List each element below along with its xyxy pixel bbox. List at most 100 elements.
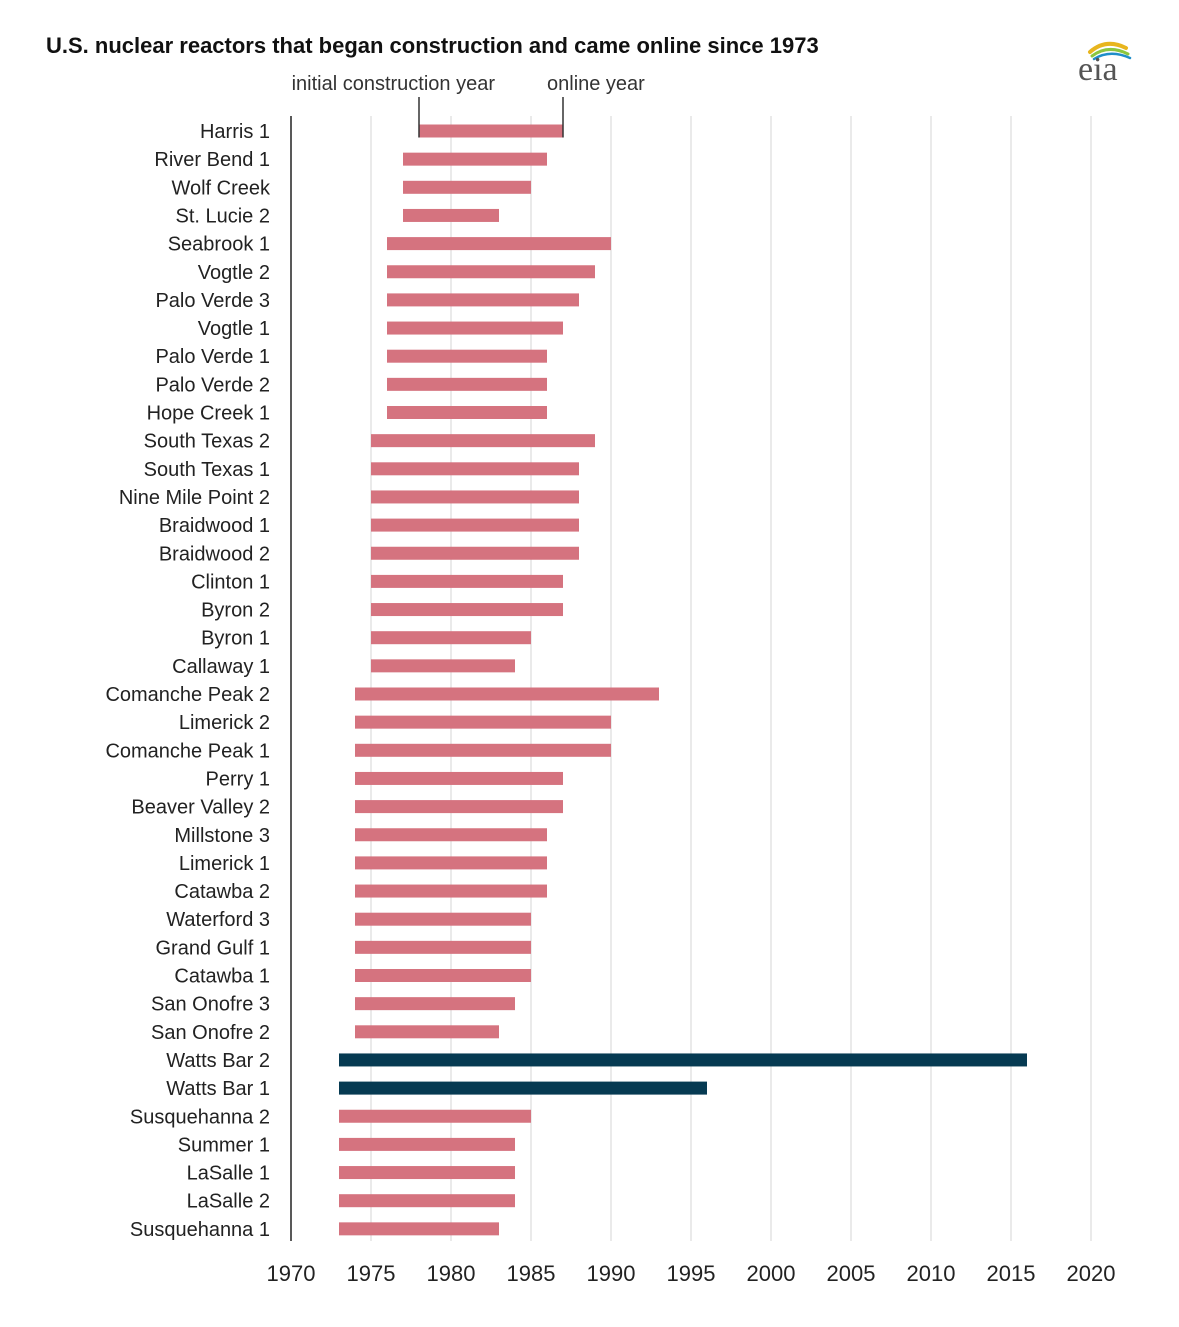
category-label-beaver-valley-2: Beaver Valley 2 [131, 797, 270, 819]
x-tick-2000: 2000 [747, 1261, 796, 1286]
x-tick-1980: 1980 [427, 1261, 476, 1286]
category-label-south-texas-1: South Texas 1 [144, 459, 270, 481]
bar-catawba-1 [355, 969, 531, 982]
category-label-braidwood-1: Braidwood 1 [159, 515, 270, 537]
bar-river-bend-1 [403, 152, 547, 166]
category-label-st-lucie-2: St. Lucie 2 [175, 205, 270, 227]
category-label-watts-bar-1: Watts Bar 1 [166, 1078, 270, 1100]
bar-perry-1 [355, 771, 563, 785]
category-label-catawba-2: Catawba 2 [174, 881, 270, 903]
x-tick-2015: 2015 [987, 1261, 1036, 1286]
bar-palo-verde-2 [387, 377, 547, 391]
category-label-byron-1: Byron 1 [201, 628, 270, 650]
bar-lasalle-1 [339, 1166, 515, 1180]
category-label-limerick-2: Limerick 2 [179, 712, 270, 734]
category-label-susquehanna-1: Susquehanna 1 [130, 1219, 270, 1241]
bar-limerick-1 [355, 856, 547, 870]
x-tick-1995: 1995 [667, 1261, 716, 1286]
category-label-limerick-1: Limerick 1 [179, 853, 270, 875]
category-label-lasalle-1: LaSalle 1 [187, 1163, 270, 1185]
bar-braidwood-1 [371, 518, 579, 532]
category-label-nine-mile-point-2: Nine Mile Point 2 [119, 487, 270, 509]
bar-vogtle-2 [387, 265, 595, 279]
bar-susquehanna-1 [339, 1222, 499, 1236]
bar-catawba-2 [355, 884, 547, 898]
bars [339, 124, 1027, 1236]
bar-wolf-creek [403, 180, 531, 194]
category-label-millstone-3: Millstone 3 [174, 825, 270, 847]
eia-logo-arc-green [1090, 48, 1130, 58]
category-label-vogtle-1: Vogtle 1 [198, 318, 270, 340]
eia-logo: eia [1072, 36, 1138, 88]
bar-grand-gulf-1 [355, 940, 531, 954]
bar-vogtle-1 [387, 321, 563, 335]
bar-hope-creek-1 [387, 406, 547, 419]
category-label-waterford-3: Waterford 3 [166, 909, 270, 931]
category-label-braidwood-2: Braidwood 2 [159, 543, 270, 565]
category-label-perry-1: Perry 1 [206, 768, 270, 790]
gridlines [370, 116, 1092, 1241]
bar-callaway-1 [371, 659, 515, 673]
category-label-san-onofre-2: San Onofre 2 [151, 1022, 270, 1044]
bar-south-texas-1 [371, 462, 579, 476]
category-label-clinton-1: Clinton 1 [191, 571, 270, 593]
annotation-initial-construction-year: initial construction year [292, 73, 496, 95]
x-tick-1990: 1990 [587, 1261, 636, 1286]
bar-palo-verde-3 [387, 293, 579, 307]
bar-watts-bar-2 [339, 1053, 1027, 1067]
category-label-river-bend-1: River Bend 1 [154, 149, 270, 171]
bar-susquehanna-2 [339, 1109, 531, 1123]
bar-limerick-2 [355, 715, 611, 729]
category-label-hope-creek-1: Hope Creek 1 [147, 403, 270, 425]
bar-byron-1 [371, 631, 531, 645]
annotation-online-year: online year [547, 73, 645, 95]
category-label-san-onofre-3: San Onofre 3 [151, 994, 270, 1016]
category-label-south-texas-2: South Texas 2 [144, 431, 270, 453]
x-tick-2020: 2020 [1067, 1261, 1116, 1286]
x-tick-1975: 1975 [347, 1261, 396, 1286]
bar-san-onofre-3 [355, 997, 515, 1011]
bar-south-texas-2 [371, 434, 595, 448]
category-label-byron-2: Byron 2 [201, 600, 270, 622]
category-label-callaway-1: Callaway 1 [172, 656, 270, 678]
bar-millstone-3 [355, 828, 547, 842]
bar-byron-2 [371, 603, 563, 617]
x-tick-1985: 1985 [507, 1261, 556, 1286]
category-label-palo-verde-2: Palo Verde 2 [155, 374, 270, 396]
bar-comanche-peak-1 [355, 743, 611, 757]
bar-palo-verde-1 [387, 349, 547, 363]
eia-logo-text: eia [1078, 51, 1118, 86]
x-tick-1970: 1970 [267, 1261, 316, 1286]
category-label-susquehanna-2: Susquehanna 2 [130, 1106, 270, 1128]
category-label-summer-1: Summer 1 [178, 1134, 270, 1156]
category-label-palo-verde-1: Palo Verde 1 [155, 346, 270, 368]
category-label-lasalle-2: LaSalle 2 [187, 1191, 270, 1213]
category-label-harris-1: Harris 1 [200, 121, 270, 143]
bar-harris-1 [419, 124, 563, 138]
category-label-grand-gulf-1: Grand Gulf 1 [155, 937, 270, 959]
category-label-palo-verde-3: Palo Verde 3 [155, 290, 270, 312]
bar-nine-mile-point-2 [371, 490, 579, 504]
bar-lasalle-2 [339, 1194, 515, 1208]
category-label-catawba-1: Catawba 1 [174, 966, 270, 988]
bar-summer-1 [339, 1137, 515, 1151]
category-label-comanche-peak-1: Comanche Peak 1 [105, 740, 270, 762]
annotations: initial construction year online year [292, 73, 645, 138]
x-tick-labels: 1970 1975 1980 1985 1990 1995 2000 2005 2010 2015… [267, 1261, 1116, 1286]
eia-logo-arc-yellow [1088, 41, 1128, 54]
category-label-seabrook-1: Seabrook 1 [168, 234, 270, 256]
bar-comanche-peak-2 [355, 687, 659, 701]
x-tick-2010: 2010 [907, 1261, 956, 1286]
category-label-wolf-creek: Wolf Creek [171, 177, 271, 199]
bar-waterford-3 [355, 912, 531, 926]
chart-title: U.S. nuclear reactors that began constru… [46, 33, 819, 58]
bar-watts-bar-1 [339, 1081, 707, 1095]
bar-clinton-1 [371, 574, 563, 588]
x-tick-2005: 2005 [827, 1261, 876, 1286]
bar-st-lucie-2 [403, 208, 499, 222]
category-label-watts-bar-2: Watts Bar 2 [166, 1050, 270, 1072]
category-label-comanche-peak-2: Comanche Peak 2 [105, 684, 270, 706]
bar-braidwood-2 [371, 546, 579, 560]
bar-san-onofre-2 [355, 1025, 499, 1039]
eia-logo-arc-blue [1092, 52, 1132, 61]
